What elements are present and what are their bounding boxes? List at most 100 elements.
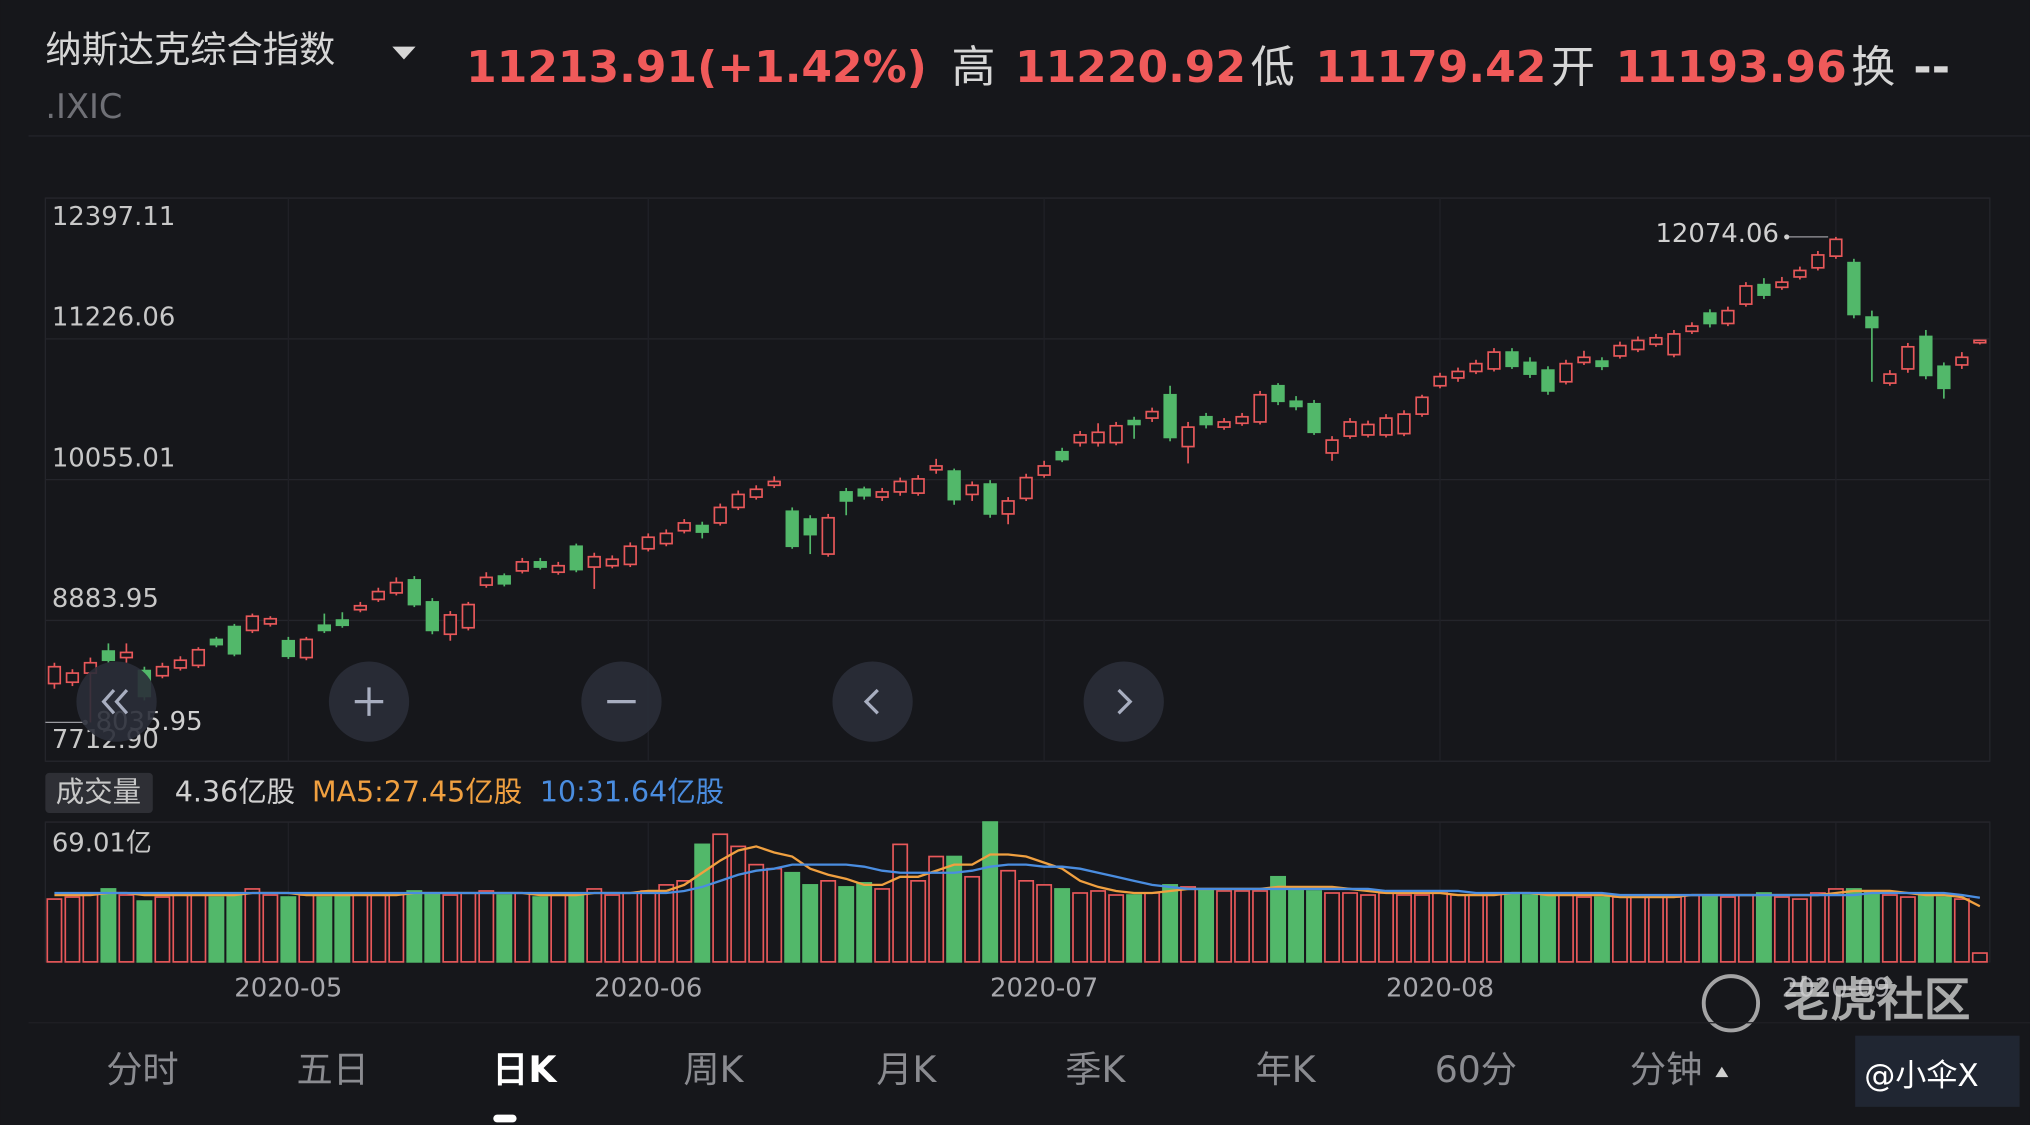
volume-bar	[1522, 894, 1538, 963]
tab[interactable]: 分钟	[1630, 1048, 1702, 1091]
index-name[interactable]: 纳斯达克综合指数	[45, 28, 335, 71]
volume-bar	[586, 888, 603, 963]
candle-body	[1451, 370, 1465, 379]
candle-body	[1091, 431, 1105, 444]
volume-bar	[82, 892, 99, 963]
candle-body	[1523, 361, 1537, 375]
volume-bar	[1018, 879, 1035, 963]
candle-body	[1181, 426, 1195, 448]
tab-selected[interactable]: 日K	[492, 1048, 558, 1091]
scroll-right-button[interactable]	[1083, 661, 1164, 742]
candle-body	[1469, 362, 1483, 373]
volume-bar	[1198, 888, 1215, 963]
candle-body	[1325, 439, 1339, 454]
tab-arrow	[1715, 1066, 1729, 1078]
candle-body	[191, 648, 206, 667]
volume-bar	[298, 894, 315, 963]
candle-body	[641, 536, 655, 550]
candle-body	[1901, 345, 1915, 370]
volume-bar	[1612, 896, 1628, 963]
volume-bar	[1180, 886, 1197, 963]
candle-body	[65, 672, 80, 684]
volume-bar	[64, 896, 81, 963]
price: 11213.91(+1.42%)	[466, 42, 927, 93]
candle-body	[1001, 500, 1015, 515]
candle-body	[551, 564, 565, 574]
volume-bar	[1396, 894, 1412, 963]
watermark-logo	[1701, 974, 1761, 1033]
candle-body	[479, 576, 493, 586]
x-tick-label: 2020-05	[234, 974, 342, 1004]
candle-body	[1865, 316, 1879, 329]
candle-body	[1055, 450, 1069, 461]
candle-body	[623, 545, 637, 566]
volume-bar	[1737, 894, 1754, 963]
volume-bar	[856, 882, 873, 963]
y-tick-label: 8883.95	[52, 584, 159, 614]
candle-body	[389, 581, 403, 594]
candle-body	[983, 483, 997, 515]
candle-body	[1919, 335, 1933, 377]
candle-body	[1343, 421, 1357, 437]
volume-bar	[1468, 894, 1484, 963]
volume-bar	[1414, 894, 1430, 963]
tab[interactable]: 五日	[297, 1048, 369, 1091]
candle-body	[1127, 419, 1141, 426]
tab[interactable]: 季K	[1065, 1048, 1126, 1091]
candle-body	[533, 561, 547, 568]
volume-bar	[226, 894, 243, 963]
candle-body	[839, 491, 853, 502]
tab[interactable]: 月K	[876, 1048, 937, 1091]
candle-body	[929, 465, 943, 471]
tab[interactable]: 60分	[1435, 1048, 1517, 1091]
candle-body	[1037, 465, 1051, 476]
candle-body	[281, 639, 296, 658]
scroll-left-button[interactable]	[832, 661, 913, 742]
high-annotation: 12074.06	[1655, 219, 1778, 249]
tab[interactable]: 年K	[1256, 1048, 1317, 1091]
volume-bar	[820, 879, 837, 963]
volume-bar	[712, 833, 729, 963]
tab[interactable]: 分时	[106, 1048, 178, 1091]
dropdown-icon[interactable]	[392, 46, 416, 60]
candle-body	[1379, 417, 1393, 436]
candle-body	[767, 480, 781, 487]
candle-body	[1973, 339, 1987, 344]
candle-body	[785, 510, 799, 548]
tab[interactable]: 周K	[683, 1048, 744, 1091]
y-tick-label: 12397.11	[52, 202, 175, 232]
volume-bar	[964, 875, 981, 963]
volume-bar	[892, 843, 909, 963]
candle-body	[965, 484, 979, 496]
volume-bar	[1216, 890, 1233, 963]
x-tick-label: 2020-07	[990, 974, 1098, 1004]
candle-body	[1559, 362, 1573, 383]
candle-body	[1937, 365, 1951, 390]
y-tick-label: 10055.01	[52, 443, 175, 473]
icon	[101, 688, 129, 715]
candle-body	[1703, 312, 1717, 325]
volume-bar	[1432, 892, 1448, 963]
volume-bar	[1845, 888, 1862, 963]
volume-bar	[1935, 896, 1952, 963]
volume-bar	[118, 894, 135, 963]
candle-body	[461, 603, 475, 629]
volume-bar	[676, 879, 693, 963]
volume-bar	[1360, 894, 1376, 963]
candle-body	[1739, 285, 1753, 305]
volume-bar	[1288, 886, 1305, 963]
candle-body	[173, 659, 188, 669]
candle-body	[569, 545, 583, 571]
candle-body	[731, 493, 745, 509]
turnover-value: --	[1913, 42, 1950, 93]
ma-line	[54, 863, 1981, 899]
x-tick-label: 2020-09	[1782, 974, 1890, 1004]
volume-bar	[1144, 892, 1161, 963]
volume-bar	[1162, 884, 1179, 963]
candle-body	[209, 638, 224, 646]
volume-bar	[154, 896, 171, 963]
volume-bar	[136, 900, 153, 963]
candle-body	[749, 488, 763, 498]
volume-bar	[1755, 892, 1772, 963]
candle-body	[1271, 384, 1285, 403]
